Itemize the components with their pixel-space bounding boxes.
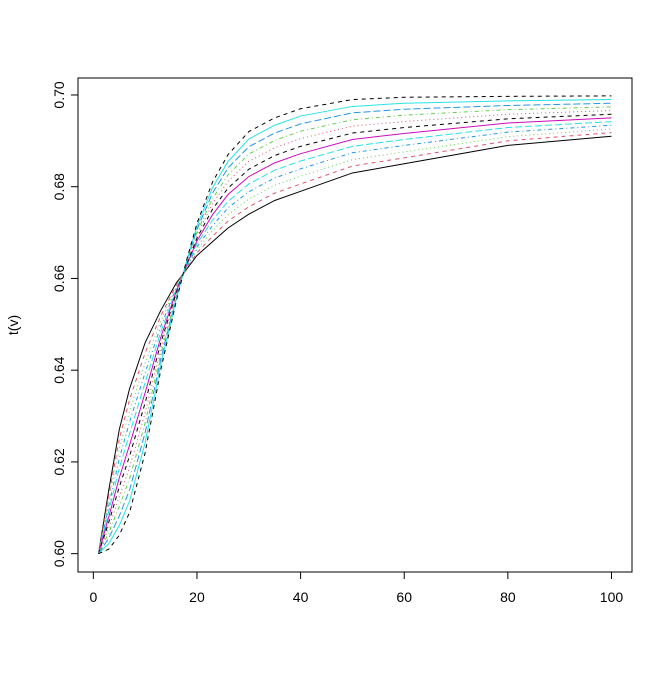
line-series	[98, 117, 612, 554]
line-series	[98, 106, 612, 554]
x-tick-label: 20	[189, 589, 205, 605]
y-tick-label: 0.64	[51, 356, 67, 383]
y-tick-label: 0.66	[51, 265, 67, 292]
x-tick-label: 60	[396, 589, 412, 605]
line-series	[98, 124, 612, 554]
y-tick-label: 0.60	[51, 540, 67, 567]
x-tick-label: 0	[89, 589, 97, 605]
plot-frame	[77, 77, 633, 573]
y-tick-label: 0.62	[51, 448, 67, 475]
line-series	[98, 99, 612, 555]
x-tick-label: 40	[293, 589, 309, 605]
line-series	[98, 121, 612, 554]
line-series	[98, 102, 612, 554]
y-tick-label: 0.68	[51, 173, 67, 200]
line-series	[98, 113, 612, 554]
x-tick-label: 100	[600, 589, 624, 605]
line-series	[98, 110, 612, 554]
line-series	[98, 128, 612, 554]
y-axis-label: t(v)	[5, 315, 21, 335]
line-series	[98, 135, 612, 554]
x-tick-label: 80	[500, 589, 516, 605]
line-series	[98, 132, 612, 554]
y-tick-label: 0.70	[51, 81, 67, 108]
line-series	[98, 95, 612, 555]
